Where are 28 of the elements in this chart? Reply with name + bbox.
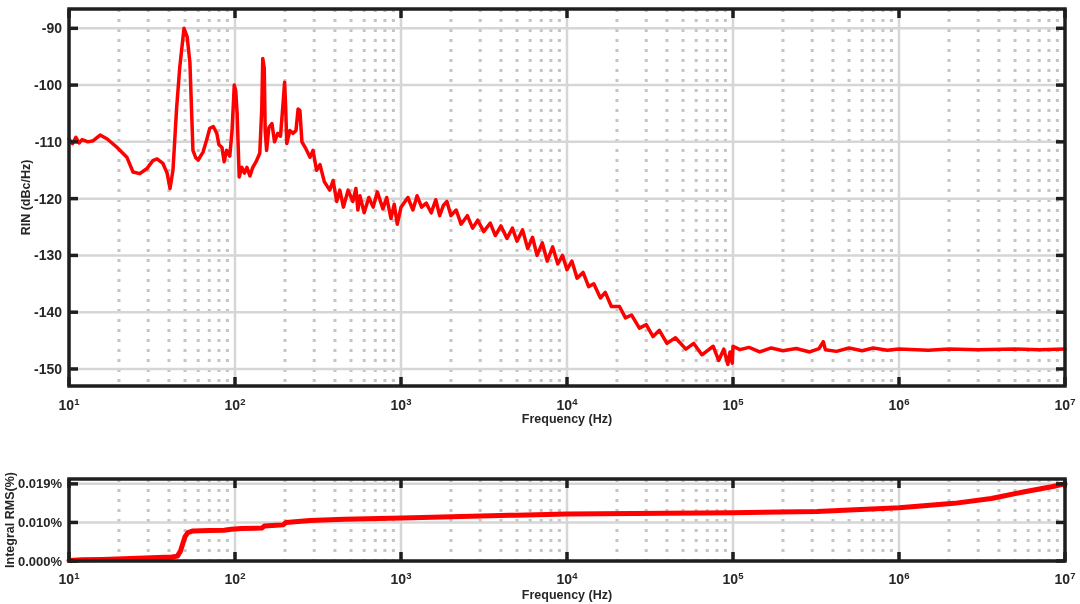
x-axis-title: Frequency (Hz) <box>521 588 613 602</box>
x-tick-label: 10$^{7}$ <box>1054 395 1076 413</box>
x-tick-label: 10$^{2}$ <box>224 395 246 413</box>
x-tick-label: 10$^{1}$ <box>58 395 81 413</box>
x-tick-label: 10$^{4}$ <box>556 569 579 587</box>
y-axis-title: RIN (dBc/Hz) <box>19 159 34 236</box>
x-tick-label: 10$^{2}$ <box>224 569 246 587</box>
y-tick-label: -140 <box>33 304 63 321</box>
y-tick-label: -150 <box>33 360 63 377</box>
x-tick-label: 10$^{6}$ <box>888 569 910 587</box>
x-tick-label: 10$^{3}$ <box>390 395 412 413</box>
x-tick-label: 10$^{5}$ <box>722 395 745 413</box>
y-axis-title: Integral RMS(%) <box>3 472 18 568</box>
x-axis-title: Frequency (Hz) <box>521 412 613 426</box>
x-tick-label: 10$^{6}$ <box>888 395 910 413</box>
y-tick-label: 0.019% <box>17 476 63 492</box>
y-tick-label: 0.000% <box>17 553 63 569</box>
y-tick-label: -130 <box>33 247 63 264</box>
x-tick-label: 10$^{3}$ <box>390 569 412 587</box>
y-tick-label: -120 <box>33 190 63 207</box>
x-tick-label: 10$^{1}$ <box>58 569 81 587</box>
y-tick-label: -90 <box>41 20 63 37</box>
y-tick-label: -100 <box>33 76 63 93</box>
y-tick-label: 0.010% <box>17 514 63 530</box>
y-tick-label: -110 <box>34 133 63 150</box>
x-tick-label: 10$^{5}$ <box>722 569 745 587</box>
x-tick-label: 10$^{7}$ <box>1054 569 1076 587</box>
x-tick-label: 10$^{4}$ <box>556 395 579 413</box>
